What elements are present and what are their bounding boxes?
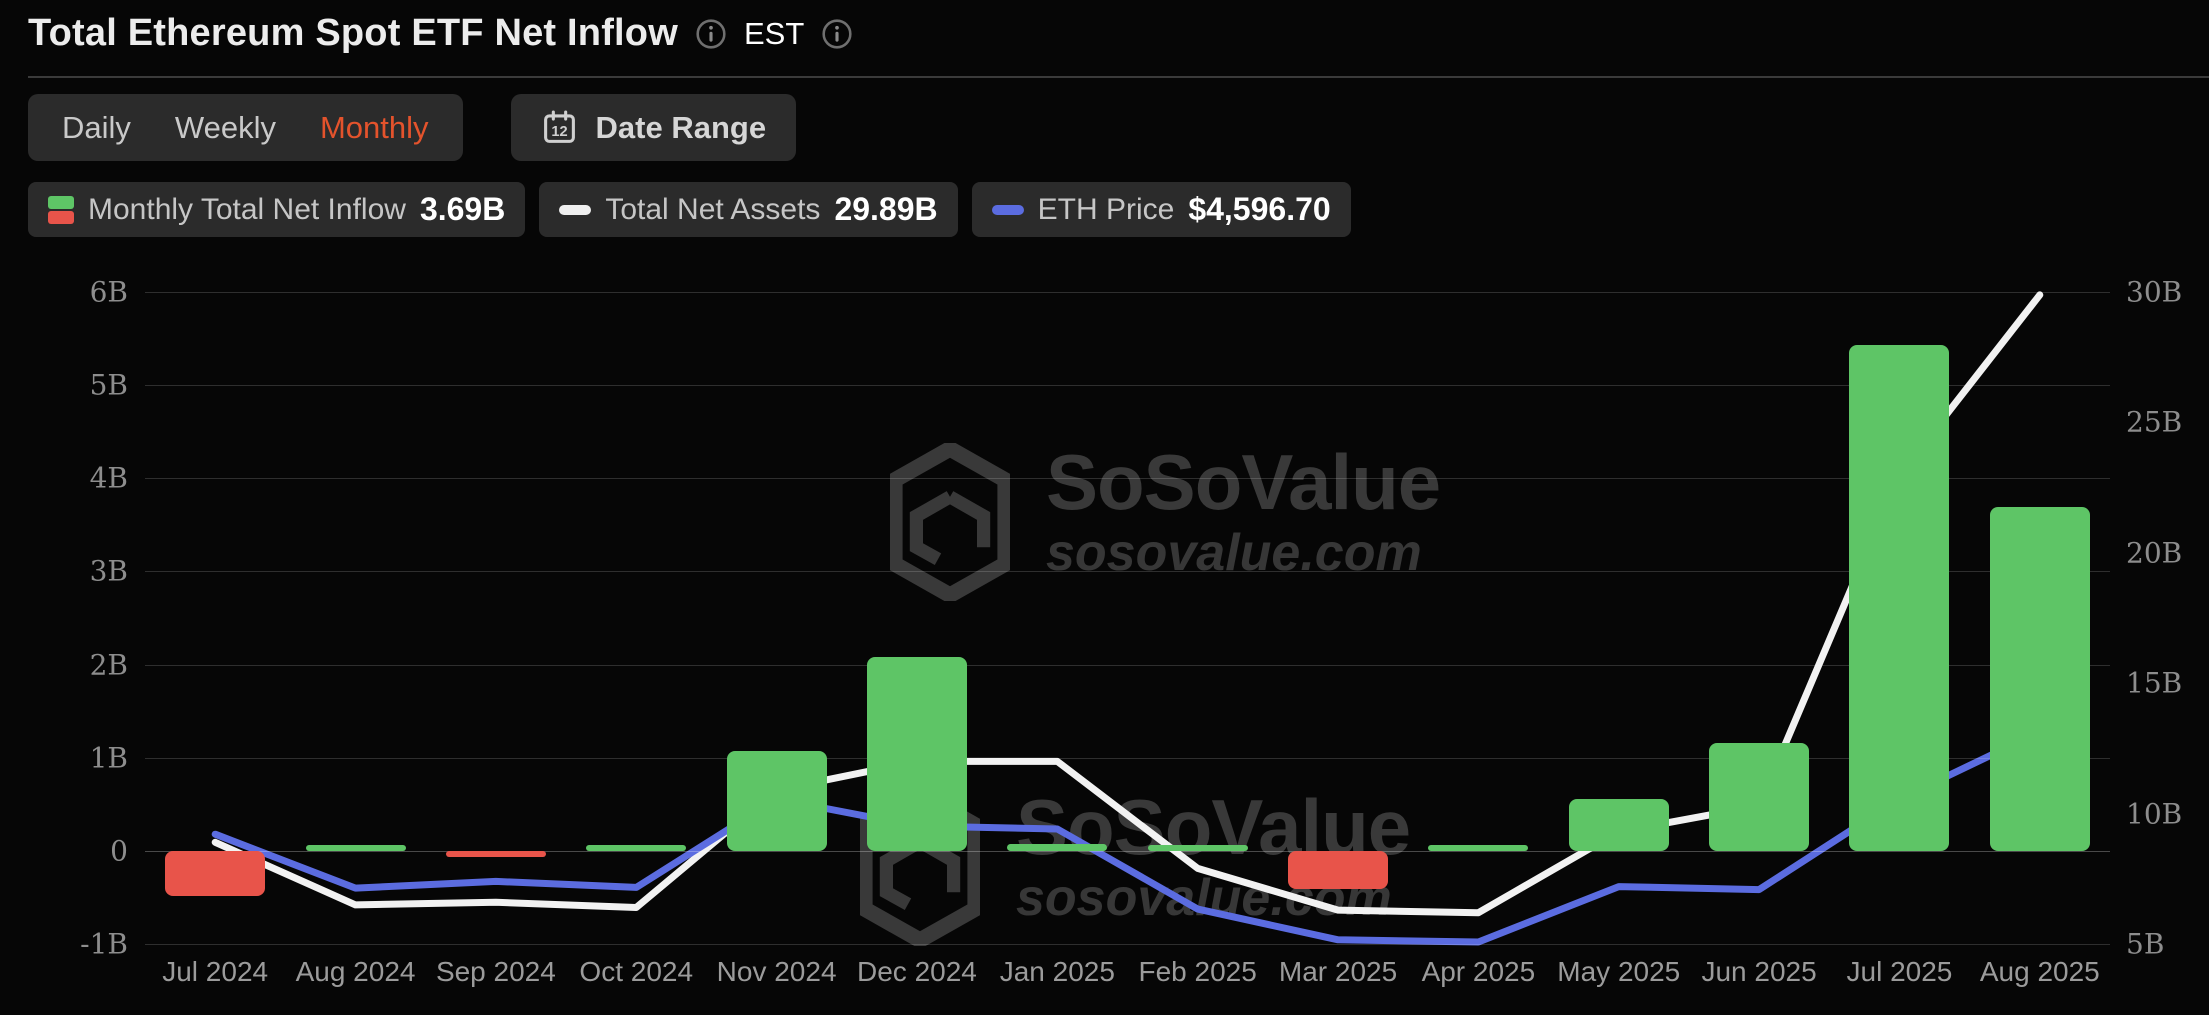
page-title: Total Ethereum Spot ETF Net Inflow — [28, 12, 678, 54]
gridline — [145, 757, 2110, 759]
x-axis-label: Jun 2025 — [1701, 956, 1817, 987]
x-axis-label: Dec 2024 — [857, 956, 977, 987]
x-axis-label: Sep 2024 — [435, 956, 556, 987]
x-axis-label: Apr 2025 — [1421, 956, 1536, 987]
x-axis-label: Jul 2025 — [1846, 956, 1953, 987]
x-axis-label: Mar 2025 — [1278, 956, 1398, 987]
y-axis-label-right: 5B — [2126, 927, 2165, 961]
white-dash-icon — [559, 204, 592, 215]
controls-row: Daily Weekly Monthly 12 Date Range — [28, 94, 797, 161]
y-axis-label-right: 10B — [2126, 797, 2183, 831]
chart-area: SoSoValue sosovalue.com SoSoValue sosova… — [0, 250, 2209, 1015]
info-icon[interactable] — [820, 17, 854, 51]
y-axis-label-right: 15B — [2126, 666, 2183, 700]
x-axis-label: Aug 2024 — [295, 956, 416, 987]
y-axis-label-left: 4B — [89, 461, 128, 495]
y-axis-label-left: 5B — [89, 368, 128, 402]
tab-daily[interactable]: Daily — [62, 109, 131, 145]
y-axis-label-right: 20B — [2126, 536, 2183, 570]
y-axis-label-left: 0 — [110, 834, 128, 868]
y-axis-label-right: 25B — [2126, 405, 2183, 439]
sosovalue-cube-logo — [890, 443, 1010, 601]
sosovalue-watermark: SoSoValue sosovalue.com — [890, 443, 1441, 601]
x-axis-label: Nov 2024 — [716, 956, 837, 987]
legend-total-net-assets[interactable]: Total Net Assets 29.89B — [539, 182, 958, 237]
interval-tab-group: Daily Weekly Monthly — [28, 94, 463, 161]
bar-apr-2025[interactable] — [1428, 844, 1529, 851]
date-range-label: Date Range — [595, 109, 767, 145]
x-axis-label: Oct 2024 — [579, 956, 694, 987]
y-axis-label-left: 2B — [89, 648, 128, 682]
legend-eth-price[interactable]: ETH Price $4,596.70 — [971, 182, 1351, 237]
tab-weekly[interactable]: Weekly — [174, 109, 276, 145]
x-axis-label: Jan 2025 — [999, 956, 1115, 987]
gridline — [145, 292, 2110, 293]
date-range-button[interactable]: 12 Date Range — [510, 94, 797, 161]
bar-aug-2025[interactable] — [1989, 507, 2090, 851]
header-divider — [28, 76, 2209, 78]
green-red-bars-icon — [48, 195, 74, 224]
y-axis-label-left: 3B — [89, 554, 128, 588]
y-axis-label-left: -1B — [80, 927, 128, 961]
chart-legend: Monthly Total Net Inflow 3.69B Total Net… — [28, 182, 1351, 237]
bar-nov-2024[interactable] — [726, 751, 827, 851]
bar-aug-2024[interactable] — [305, 844, 406, 851]
bar-jul-2024[interactable] — [165, 850, 266, 896]
x-axis-label: Feb 2025 — [1138, 956, 1257, 987]
legend-net-inflow[interactable]: Monthly Total Net Inflow 3.69B — [28, 182, 526, 237]
gridline — [145, 850, 2110, 852]
bar-mar-2025[interactable] — [1288, 850, 1389, 889]
bar-feb-2025[interactable] — [1147, 844, 1248, 851]
tab-monthly[interactable]: Monthly — [319, 109, 429, 145]
bar-sep-2024[interactable] — [445, 850, 546, 857]
svg-text:12: 12 — [551, 124, 567, 140]
calendar-icon: 12 — [543, 110, 575, 143]
x-axis-label: May 2025 — [1557, 956, 1681, 987]
gridline — [145, 478, 2110, 480]
bar-oct-2024[interactable] — [586, 844, 687, 851]
bar-jun-2025[interactable] — [1709, 742, 1810, 851]
bar-jul-2025[interactable] — [1849, 345, 1950, 851]
header: Total Ethereum Spot ETF Net Inflow EST — [28, 12, 854, 55]
blue-dash-icon — [991, 204, 1024, 215]
y-axis-label-left: 1B — [89, 741, 128, 775]
x-axis-label: Jul 2024 — [162, 956, 269, 987]
timezone-label: EST — [743, 15, 805, 51]
x-axis-label: Aug 2025 — [1979, 956, 2100, 987]
bar-jan-2025[interactable] — [1007, 844, 1108, 851]
y-axis-label-left: 6B — [89, 275, 128, 309]
info-icon[interactable] — [694, 17, 728, 51]
bar-may-2025[interactable] — [1568, 798, 1669, 851]
bar-dec-2024[interactable] — [866, 657, 967, 851]
y-axis-label-right: 30B — [2126, 275, 2183, 309]
gridline — [145, 385, 2110, 387]
gridline — [145, 664, 2110, 666]
gridline — [145, 571, 2110, 573]
gridline — [145, 943, 2110, 945]
